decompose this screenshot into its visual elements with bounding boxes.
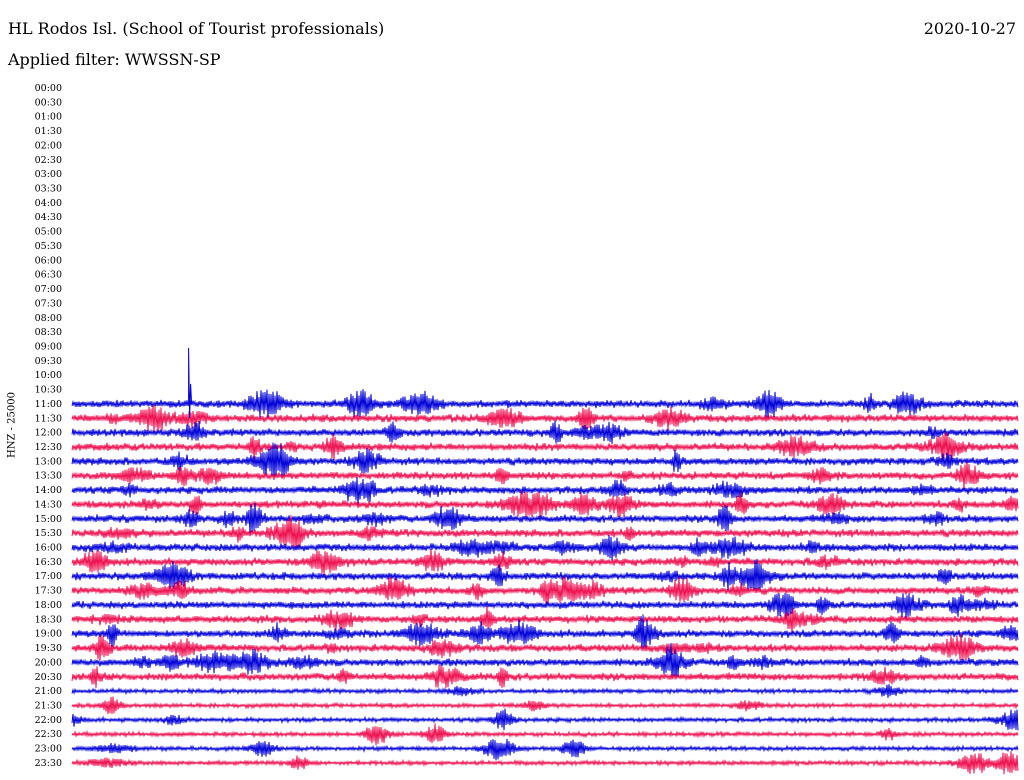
trace-row-2100 [71, 684, 1019, 698]
tick-label-1430: 14:30 [35, 499, 62, 510]
tick-label-2130: 21:30 [35, 700, 62, 711]
date-label: 2020-10-27 [923, 19, 1016, 38]
trace-row-2300 [71, 738, 1019, 761]
tick-label-0500: 05:00 [35, 227, 62, 238]
tick-label-0000: 00:00 [35, 83, 62, 94]
tick-label-0430: 04:30 [35, 212, 62, 223]
tick-label-1100: 11:00 [35, 399, 62, 410]
trace-row-2330 [71, 751, 1019, 775]
trace-row-1400 [71, 477, 1019, 506]
tick-label-1800: 18:00 [35, 600, 62, 611]
station-title: HL Rodos Isl. (School of Tourist profess… [8, 19, 385, 38]
trace-row-1930 [71, 633, 1019, 661]
trace-row-1330 [71, 461, 1019, 490]
event-spike [188, 347, 193, 418]
tick-label-0900: 09:00 [35, 341, 62, 352]
tick-label-0530: 05:30 [35, 241, 62, 252]
tick-label-1600: 16:00 [35, 543, 62, 554]
tick-label-1830: 18:30 [35, 614, 62, 625]
tick-label-0600: 06:00 [35, 255, 62, 266]
trace-row-1600 [71, 535, 1019, 561]
tick-label-0400: 04:00 [35, 198, 62, 209]
tick-label-1130: 11:30 [35, 413, 62, 424]
tick-label-2030: 20:30 [35, 672, 62, 683]
trace-row-1130 [71, 405, 1019, 433]
trace-row-1230 [71, 432, 1019, 465]
trace-row-1730 [71, 576, 1019, 606]
tick-label-1500: 15:00 [35, 514, 62, 525]
tick-label-0030: 00:30 [35, 97, 62, 108]
row-tick-labels: 00:00 00:30 01:00 01:30 02:00 02:30 03:00 03:30… [35, 83, 62, 769]
tick-label-2100: 21:00 [35, 686, 62, 697]
tick-label-1230: 12:30 [35, 442, 62, 453]
trace-row-1800 [71, 593, 1019, 621]
seismogram-traces [71, 347, 1019, 775]
trace-row-2230 [71, 723, 1019, 746]
trace-row-2200 [71, 708, 1019, 731]
trace-row-1700 [71, 559, 1019, 592]
tick-label-1530: 15:30 [35, 528, 62, 539]
tick-label-0130: 01:30 [35, 126, 62, 137]
tick-label-2230: 22:30 [35, 729, 62, 740]
tick-label-2000: 20:00 [35, 657, 62, 668]
trace-row-2130 [71, 696, 1019, 714]
tick-label-1930: 19:30 [35, 643, 62, 654]
trace-row-1830 [71, 606, 1019, 634]
tick-label-0300: 03:00 [35, 169, 62, 180]
tick-label-0100: 01:00 [35, 112, 62, 123]
tick-label-2300: 23:00 [35, 744, 62, 755]
tick-label-0930: 09:30 [35, 356, 62, 367]
tick-label-1400: 14:00 [35, 485, 62, 496]
tick-label-2200: 22:00 [35, 715, 62, 726]
tick-label-1200: 12:00 [35, 428, 62, 439]
tick-label-0730: 07:30 [35, 298, 62, 309]
tick-label-0700: 07:00 [35, 284, 62, 295]
tick-label-0230: 02:30 [35, 155, 62, 166]
tick-label-1000: 10:00 [35, 370, 62, 381]
tick-label-0330: 03:30 [35, 184, 62, 195]
filter-label: Applied filter: WWSSN-SP [8, 50, 221, 69]
trace-row-1530 [71, 515, 1019, 551]
trace-row-1500 [71, 502, 1019, 534]
trace-row-1630 [71, 549, 1019, 576]
tick-label-0630: 06:30 [35, 270, 62, 281]
tick-label-1300: 13:00 [35, 456, 62, 467]
tick-label-1700: 17:00 [35, 571, 62, 582]
trace-row-1100 [71, 389, 1019, 419]
tick-label-1900: 19:00 [35, 629, 62, 640]
trace-row-1900 [71, 614, 1019, 651]
trace-row-1430 [71, 490, 1019, 518]
tick-label-0800: 08:00 [35, 313, 62, 324]
tick-label-1630: 16:30 [35, 557, 62, 568]
trace-row-2000 [71, 643, 1019, 680]
tick-label-0830: 08:30 [35, 327, 62, 338]
trace-row-1200 [71, 420, 1019, 444]
trace-row-1300 [71, 442, 1019, 480]
tick-label-0200: 02:00 [35, 140, 62, 151]
tick-label-1730: 17:30 [35, 586, 62, 597]
trace-row-2030 [71, 665, 1019, 689]
tick-label-1030: 10:30 [35, 385, 62, 396]
tick-label-2330: 23:30 [35, 758, 62, 769]
tick-label-1330: 13:30 [35, 471, 62, 482]
